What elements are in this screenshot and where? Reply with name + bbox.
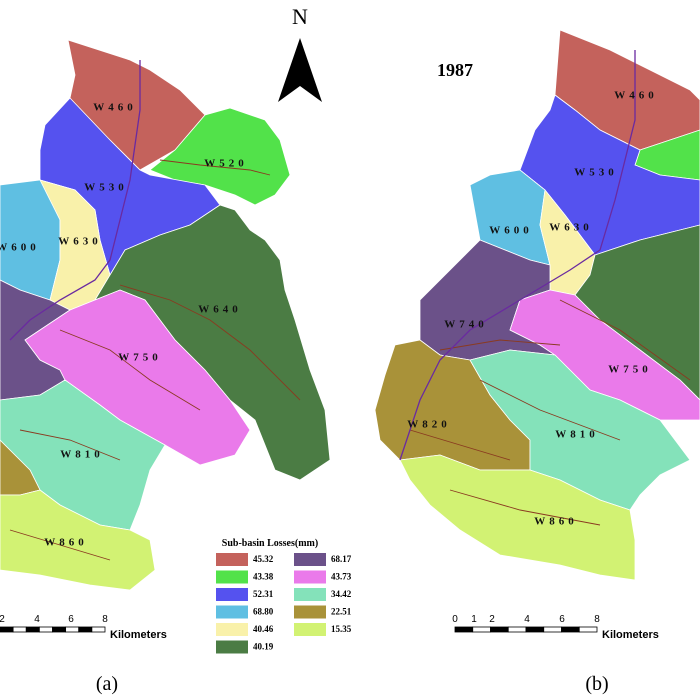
legend-label: 22.51	[331, 607, 352, 617]
scale-segment	[52, 626, 67, 633]
legend-label: 68.17	[331, 554, 352, 564]
subbasin-label: W820	[407, 419, 451, 431]
scale-label: 6	[559, 614, 565, 625]
scale-label: 2	[489, 614, 495, 625]
subbasin-label: W600	[0, 242, 40, 254]
legend-label: 43.38	[253, 572, 274, 582]
legend-label: 40.46	[253, 624, 274, 634]
subbasin-label: W600	[489, 225, 533, 237]
river	[559, 299, 691, 381]
river	[439, 339, 561, 351]
scale-segment	[561, 626, 580, 633]
subbasin-label: W640	[198, 304, 242, 316]
subbasin	[399, 454, 636, 581]
river	[19, 429, 121, 461]
legend-swatch	[216, 588, 248, 601]
scale-label: 4	[34, 614, 40, 625]
subbasin-label: W810	[60, 449, 104, 461]
subbasin-label: W530	[84, 182, 128, 194]
river	[59, 329, 201, 411]
panel-a: W460 W520 W530 W600 W630 W640 W750 W810 …	[0, 39, 331, 591]
subbasin-label: W750	[118, 352, 162, 364]
subbasin-label: W860	[44, 537, 88, 549]
panel-b: W460 W530 W600 W630 W740 W750 W820 W810 …	[374, 29, 700, 581]
scale-label: 1	[471, 614, 477, 625]
scale-segment	[490, 626, 509, 633]
river	[479, 379, 621, 441]
legend-label: 40.19	[253, 642, 274, 652]
legend-swatch	[216, 570, 248, 584]
scale-label: 8	[594, 614, 600, 625]
river	[9, 529, 111, 561]
scale-segment	[454, 626, 474, 633]
subbasin-label: W530	[574, 167, 618, 179]
legend-swatch	[294, 588, 326, 601]
legend-label: 15.35	[331, 624, 352, 634]
subbasin	[149, 107, 291, 206]
scale-unit: Kilometers	[602, 629, 659, 641]
river	[449, 489, 601, 526]
north-label: N	[292, 4, 308, 29]
scale-segment	[0, 626, 14, 633]
legend-label: 68.80	[253, 607, 274, 617]
scale-segment	[525, 626, 545, 633]
legend-swatch	[216, 640, 248, 654]
north-arrow	[278, 38, 322, 102]
subbasin-label: W630	[549, 222, 593, 234]
subbasin-label: W750	[608, 364, 652, 376]
scale-segment	[91, 626, 106, 633]
main-stream	[399, 50, 636, 461]
subbasin-label: W520	[204, 158, 248, 170]
legend-swatch	[216, 605, 248, 619]
scale-segment	[25, 626, 40, 633]
river	[119, 284, 301, 401]
legend-label: 34.42	[331, 589, 352, 599]
scale-label: 6	[68, 614, 74, 625]
subbasin-label: W810	[555, 429, 599, 441]
legend-swatch	[294, 553, 326, 566]
legend: 45.32 43.38 52.31 68.80 40.46 40.19 68.17 43.73…	[216, 553, 352, 654]
river	[159, 159, 271, 176]
legend-swatch	[216, 553, 248, 566]
subbasin	[0, 489, 156, 591]
subbasin	[469, 349, 691, 511]
subbasin	[67, 39, 206, 171]
scale-segment	[543, 626, 562, 633]
scale-unit: Kilometers	[110, 629, 167, 641]
legend-swatch	[216, 623, 248, 636]
panel-label: (b)	[585, 673, 608, 695]
subbasin-label: W630	[58, 236, 102, 248]
scale-segment	[38, 626, 53, 633]
subbasin-label: W860	[534, 516, 578, 528]
river	[409, 429, 511, 461]
scale-label: 2	[0, 614, 5, 625]
scale-segment	[578, 626, 598, 633]
subbasin-label: W460	[93, 102, 137, 114]
legend-label: 52.31	[253, 589, 274, 599]
legend-swatch	[294, 605, 326, 619]
scale-segment	[78, 626, 93, 633]
scale-segment	[12, 626, 27, 633]
subbasin	[509, 289, 700, 421]
scale-label: 4	[524, 614, 530, 625]
panel-label: (a)	[96, 673, 118, 695]
subbasin	[24, 289, 251, 466]
scale-segment	[65, 626, 80, 633]
legend-title: Sub-basin Losses(mm)	[222, 538, 318, 549]
scale-segment	[507, 626, 527, 633]
scale-label: 8	[102, 614, 108, 625]
legend-label: 43.73	[331, 572, 352, 582]
main-stream	[9, 60, 141, 341]
subbasin-label: W740	[444, 319, 488, 331]
scale-segment	[472, 626, 491, 633]
legend-swatch	[294, 623, 326, 636]
legend-swatch	[294, 570, 326, 584]
scale-label: 0	[452, 614, 458, 625]
legend-label: 45.32	[253, 554, 274, 564]
subbasin-label: W460	[614, 90, 658, 102]
year-label: 1987	[437, 60, 473, 80]
